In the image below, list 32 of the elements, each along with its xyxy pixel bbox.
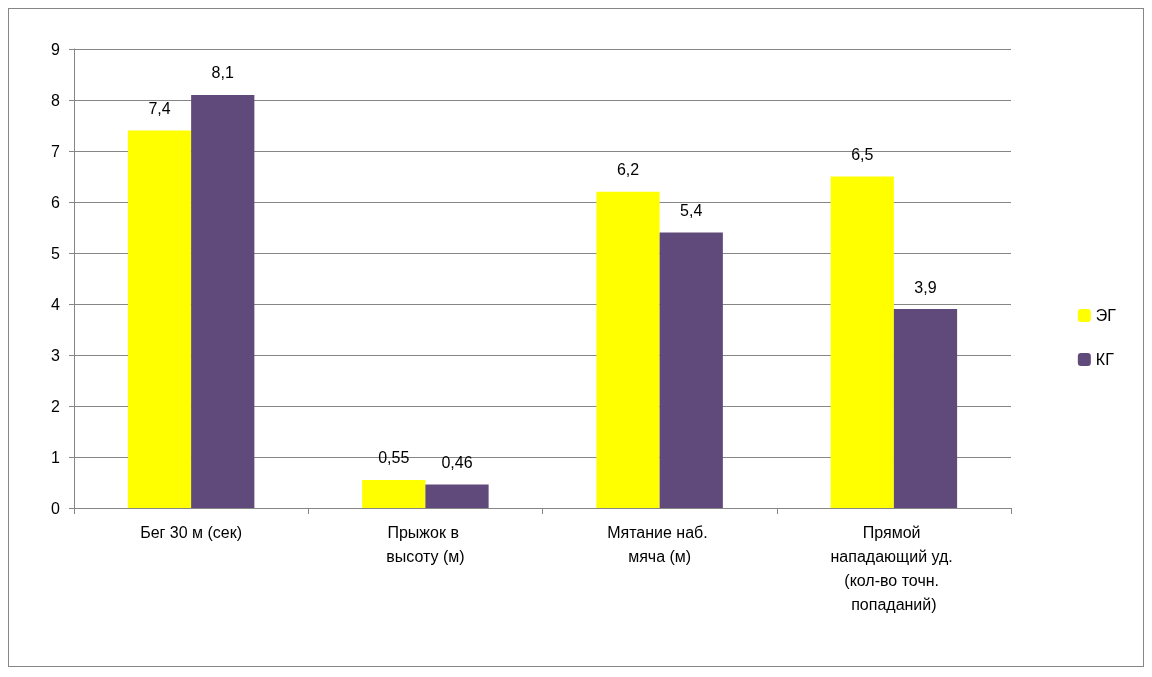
bar [893, 309, 958, 508]
y-tick-label: 2 [51, 397, 61, 415]
y-tick-label: 9 [51, 40, 61, 58]
bar [191, 94, 255, 508]
data-label: 5,4 [680, 202, 703, 220]
y-tick-label: 6 [51, 193, 61, 211]
y-tick-label: 3 [51, 346, 61, 364]
data-label: 8,1 [211, 64, 234, 82]
x-tick-label: Прыжок в высоту (м) [386, 523, 465, 565]
y-tick-label: 4 [51, 295, 61, 313]
bar [596, 191, 660, 508]
data-label: 6,5 [851, 146, 874, 163]
y-tick-label: 7 [51, 142, 61, 160]
x-tick-label: Прямой нападающий уд. (кол-во точн. попаданий) [830, 523, 958, 613]
data-label: 7,4 [148, 100, 171, 118]
legend-label: ЭГ [1095, 307, 1117, 324]
legend-label: КГ [1095, 351, 1115, 368]
bar [659, 232, 723, 508]
data-label: 0,55 [378, 449, 410, 467]
data-label: 3,9 [914, 278, 937, 296]
bar [362, 479, 426, 508]
data-label: 0,46 [441, 454, 473, 472]
x-tick-label: Бег 30 м (сек) [140, 523, 243, 541]
data-label: 6,2 [616, 161, 640, 179]
bar [127, 130, 192, 508]
x-tick-label: Мятание наб. мяча (м) [607, 523, 713, 565]
y-tick-label: 5 [51, 244, 61, 262]
y-tick-label: 0 [51, 499, 61, 517]
y-tick-label: 8 [51, 91, 61, 109]
bar [830, 176, 894, 508]
bar [425, 484, 489, 508]
y-tick-label: 1 [51, 448, 61, 466]
